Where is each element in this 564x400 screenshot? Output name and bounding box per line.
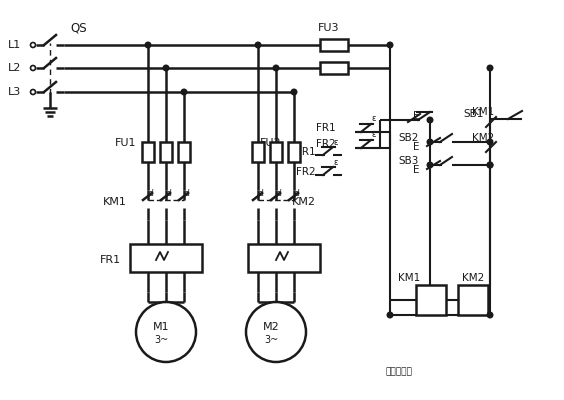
Bar [416, 285, 446, 315]
Text: d: d [149, 188, 154, 198]
Text: E: E [413, 142, 420, 152]
Text: FU2: FU2 [260, 138, 281, 148]
Bar [320, 39, 348, 51]
Text: L3: L3 [8, 87, 21, 97]
Circle shape [246, 302, 306, 362]
Bar [288, 142, 300, 162]
Bar [160, 142, 172, 162]
Text: SB2: SB2 [398, 133, 418, 143]
Circle shape [273, 65, 279, 71]
Text: KM1: KM1 [472, 107, 494, 117]
Text: 电子技术控: 电子技术控 [385, 368, 412, 376]
Circle shape [487, 162, 493, 168]
Text: KM2: KM2 [462, 273, 484, 283]
Circle shape [291, 89, 297, 95]
Text: FU1: FU1 [115, 138, 136, 148]
Circle shape [387, 42, 393, 48]
Text: ε: ε [334, 138, 338, 147]
Circle shape [136, 302, 196, 362]
Text: 3: 3 [144, 251, 152, 265]
Circle shape [30, 42, 36, 48]
Text: FR2: FR2 [316, 139, 336, 149]
Circle shape [487, 162, 493, 168]
Circle shape [427, 139, 433, 145]
Text: E: E [413, 165, 420, 175]
Text: L2: L2 [8, 63, 21, 73]
Bar [142, 142, 154, 162]
Text: L1: L1 [8, 40, 21, 50]
Bar [248, 244, 320, 272]
Text: M1: M1 [153, 322, 169, 332]
Text: SB3: SB3 [398, 156, 418, 166]
Circle shape [145, 42, 151, 48]
Text: FR1: FR1 [296, 147, 316, 157]
Text: d: d [185, 188, 190, 198]
Text: QS: QS [70, 22, 87, 34]
Text: FR1: FR1 [316, 123, 336, 133]
Text: ε: ε [334, 158, 338, 167]
Circle shape [163, 65, 169, 71]
Text: 3~: 3~ [264, 335, 278, 345]
Text: KM2: KM2 [472, 133, 494, 143]
Circle shape [427, 162, 433, 168]
Bar [178, 142, 190, 162]
Text: d: d [259, 188, 264, 198]
Circle shape [30, 90, 36, 94]
Bar [320, 62, 348, 74]
Text: KM2: KM2 [292, 197, 316, 207]
Text: E: E [413, 111, 420, 121]
Bar [130, 244, 202, 272]
Circle shape [487, 139, 493, 145]
Text: SB1: SB1 [463, 109, 483, 119]
Circle shape [387, 312, 393, 318]
Bar [252, 142, 264, 162]
Text: ε: ε [372, 130, 377, 139]
Text: KM1: KM1 [398, 273, 420, 283]
Bar [458, 285, 488, 315]
Text: FR1: FR1 [100, 255, 121, 265]
Text: 3: 3 [263, 251, 272, 265]
Text: M2: M2 [263, 322, 279, 332]
Text: KM1: KM1 [103, 197, 127, 207]
Circle shape [487, 65, 493, 71]
Bar [270, 142, 282, 162]
Circle shape [181, 89, 187, 95]
Text: FR2: FR2 [295, 255, 316, 265]
Text: d: d [277, 188, 282, 198]
Circle shape [487, 312, 493, 318]
Text: 3~: 3~ [154, 335, 168, 345]
Text: d: d [295, 188, 300, 198]
Circle shape [427, 117, 433, 123]
Text: ε: ε [372, 114, 377, 123]
Circle shape [255, 42, 261, 48]
Text: d: d [167, 188, 172, 198]
Text: FU3: FU3 [318, 23, 340, 33]
Circle shape [30, 66, 36, 70]
Text: FR2: FR2 [296, 167, 316, 177]
